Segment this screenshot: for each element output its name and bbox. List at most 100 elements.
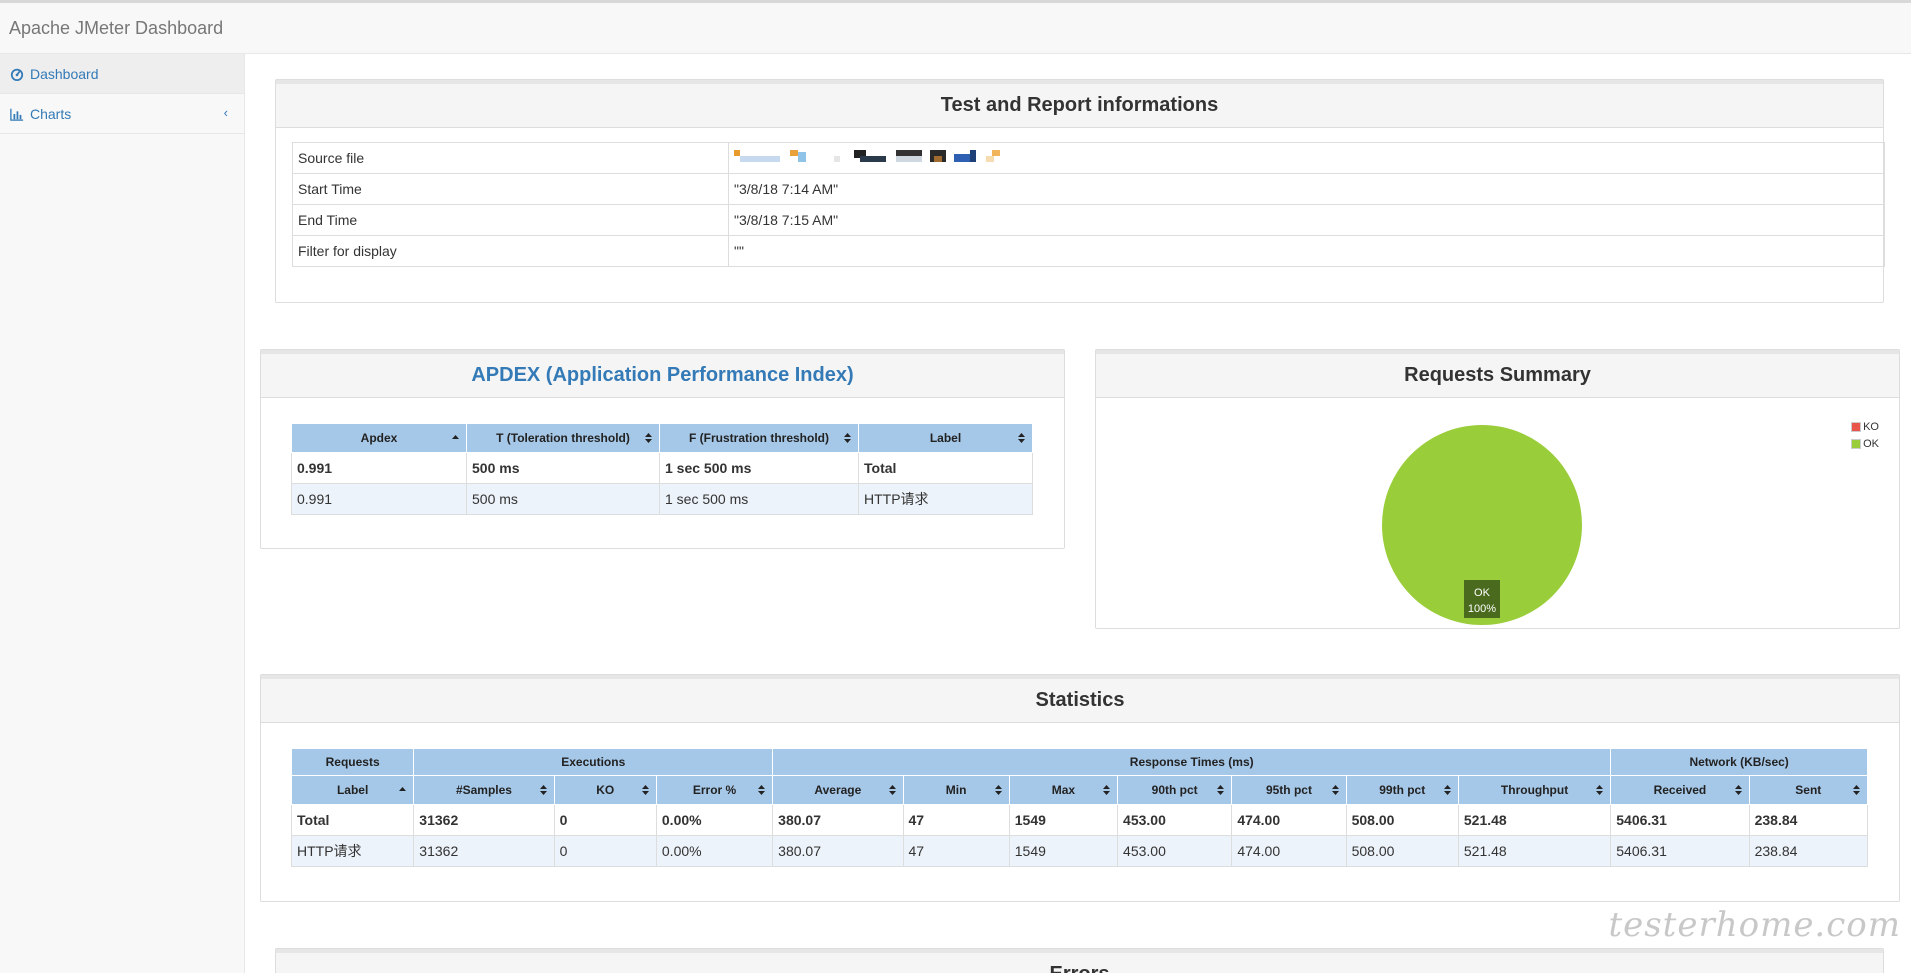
sidebar-item-label: Charts <box>30 105 72 122</box>
table-row-total: 0.991 500 ms 1 sec 500 ms Total <box>291 452 1033 484</box>
sort-asc-icon <box>399 787 407 791</box>
start-time-value: "3/8/18 7:14 AM" <box>728 173 1885 205</box>
statistics-table: Requests Executions Response Times (ms) … <box>290 748 1869 867</box>
column-header-ko[interactable]: KO <box>553 775 657 805</box>
dashboard-icon <box>10 68 24 81</box>
app-title[interactable]: Apache JMeter Dashboard <box>9 18 224 38</box>
sort-asc-icon <box>452 435 459 439</box>
column-header-label[interactable]: Label <box>290 775 415 805</box>
table-cell: 453.00 <box>1117 835 1233 867</box>
pie-slice-ok[interactable] <box>1382 425 1582 625</box>
table-row: Start Time "3/8/18 7:14 AM" <box>292 173 1885 205</box>
requests-pie-chart[interactable]: OK 100% <box>1096 402 1901 630</box>
column-header-received[interactable]: Received <box>1610 775 1750 805</box>
panel-title: Requests Summary <box>1096 350 1899 398</box>
table-cell: 0 <box>553 835 657 867</box>
report-info-panel: Test and Report informations Source file <box>275 79 1885 303</box>
column-header-toleration[interactable]: T (Toleration threshold) <box>466 423 660 453</box>
legend-item-ko[interactable]: KO <box>1851 418 1879 435</box>
sort-both-icon <box>1103 785 1111 795</box>
sort-both-icon <box>1217 785 1225 795</box>
info-label: Start Time <box>292 173 729 205</box>
column-header-min[interactable]: Min <box>902 775 1010 805</box>
column-header-throughput[interactable]: Throughput <box>1457 775 1612 805</box>
column-header-frustration[interactable]: F (Frustration threshold) <box>659 423 859 453</box>
table-cell: 508.00 <box>1345 835 1459 867</box>
report-info-table: Source file <box>292 142 1885 267</box>
errors-panel: Errors <box>275 948 1884 973</box>
slice-percent-label: 100% <box>1468 603 1496 615</box>
redacted-filename <box>734 149 1000 162</box>
column-header-sent[interactable]: Sent <box>1748 775 1869 805</box>
table-cell: 380.07 <box>772 804 904 836</box>
slice-name-label: OK <box>1474 587 1491 599</box>
sort-both-icon <box>539 785 547 795</box>
table-row: HTTP请求 31362 0 0.00% 380.07 47 1549 453.00 474.0… <box>290 835 1869 867</box>
table-cell: 1549 <box>1008 835 1119 867</box>
table-row: End Time "3/8/18 7:15 AM" <box>292 204 1885 236</box>
table-cell: 474.00 <box>1231 835 1347 867</box>
table-cell: 474.00 <box>1231 804 1347 836</box>
table-cell: 31362 <box>413 835 555 867</box>
column-header-average[interactable]: Average <box>772 775 904 805</box>
column-header-90th-pct[interactable]: 90th pct <box>1117 775 1233 805</box>
column-header-samples[interactable]: #Samples <box>413 775 555 805</box>
column-header-max[interactable]: Max <box>1008 775 1119 805</box>
table-cell: 380.07 <box>772 835 904 867</box>
sort-both-icon <box>1734 785 1742 795</box>
column-header-label[interactable]: Label <box>858 423 1033 453</box>
info-label: Filter for display <box>292 235 729 267</box>
table-cell: 1549 <box>1008 804 1119 836</box>
chart-legend: KO OK <box>1851 418 1879 452</box>
sort-both-icon <box>1018 433 1025 443</box>
sort-both-icon <box>645 433 652 443</box>
chevron-left-icon[interactable]: ‹ <box>223 105 228 120</box>
column-header-error[interactable]: Error % <box>655 775 774 805</box>
sidebar: Dashboard Charts ‹ <box>0 54 245 973</box>
info-label: End Time <box>292 204 729 236</box>
sort-both-icon <box>1853 785 1860 795</box>
table-cell: 0.00% <box>655 835 774 867</box>
sort-both-icon <box>994 785 1002 795</box>
legend-item-ok[interactable]: OK <box>1851 435 1879 452</box>
column-header-99th-pct[interactable]: 99th pct <box>1345 775 1459 805</box>
group-header-requests: Requests <box>290 748 415 776</box>
label-background <box>1464 580 1500 618</box>
table-cell: 521.48 <box>1457 835 1612 867</box>
filter-value: "" <box>728 235 1885 267</box>
panel-title[interactable]: APDEX (Application Performance Index) <box>261 350 1064 398</box>
group-header-response-times: Response Times (ms) <box>772 748 1612 776</box>
sort-both-icon <box>1331 785 1339 795</box>
source-file-value <box>728 142 1885 174</box>
table-cell: 5406.31 <box>1610 804 1750 836</box>
table-cell: 238.84 <box>1748 804 1869 836</box>
sort-both-icon <box>1443 785 1451 795</box>
table-row: 0.991 500 ms 1 sec 500 ms HTTP请求 <box>291 483 1033 515</box>
apdex-table: Apdex T (Toleration threshold) F (Frustr… <box>291 423 1033 515</box>
apdex-panel: APDEX (Application Performance Index) Ap… <box>260 349 1065 549</box>
sidebar-item-charts[interactable]: Charts ‹ <box>0 94 244 134</box>
pie-slice-label: OK 100% <box>1464 580 1500 618</box>
info-label: Source file <box>292 142 729 174</box>
table-cell: 521.48 <box>1457 804 1612 836</box>
sidebar-item-dashboard[interactable]: Dashboard <box>0 54 244 94</box>
statistics-panel: Statistics Requests Executions Response … <box>260 674 1900 902</box>
watermark: testerhome.com <box>1608 905 1901 945</box>
column-header-apdex[interactable]: Apdex <box>291 423 467 453</box>
legend-swatch <box>1851 438 1862 449</box>
table-row: Source file <box>292 142 1885 174</box>
table-cell: 47 <box>902 804 1010 836</box>
top-navbar: Apache JMeter Dashboard <box>0 0 1911 54</box>
table-cell: 31362 <box>413 804 555 836</box>
table-cell: 47 <box>902 835 1010 867</box>
sort-both-icon <box>758 785 766 795</box>
table-cell: 0 <box>553 804 657 836</box>
sort-both-icon <box>888 785 896 795</box>
group-header-network: Network (KB/sec) <box>1610 748 1868 776</box>
table-cell: 508.00 <box>1345 804 1459 836</box>
column-header-95th-pct[interactable]: 95th pct <box>1231 775 1347 805</box>
table-cell: 238.84 <box>1748 835 1869 867</box>
table-row: Filter for display "" <box>292 235 1885 267</box>
requests-summary-panel: Requests Summary OK 100% KO OK <box>1095 349 1900 629</box>
end-time-value: "3/8/18 7:15 AM" <box>728 204 1885 236</box>
